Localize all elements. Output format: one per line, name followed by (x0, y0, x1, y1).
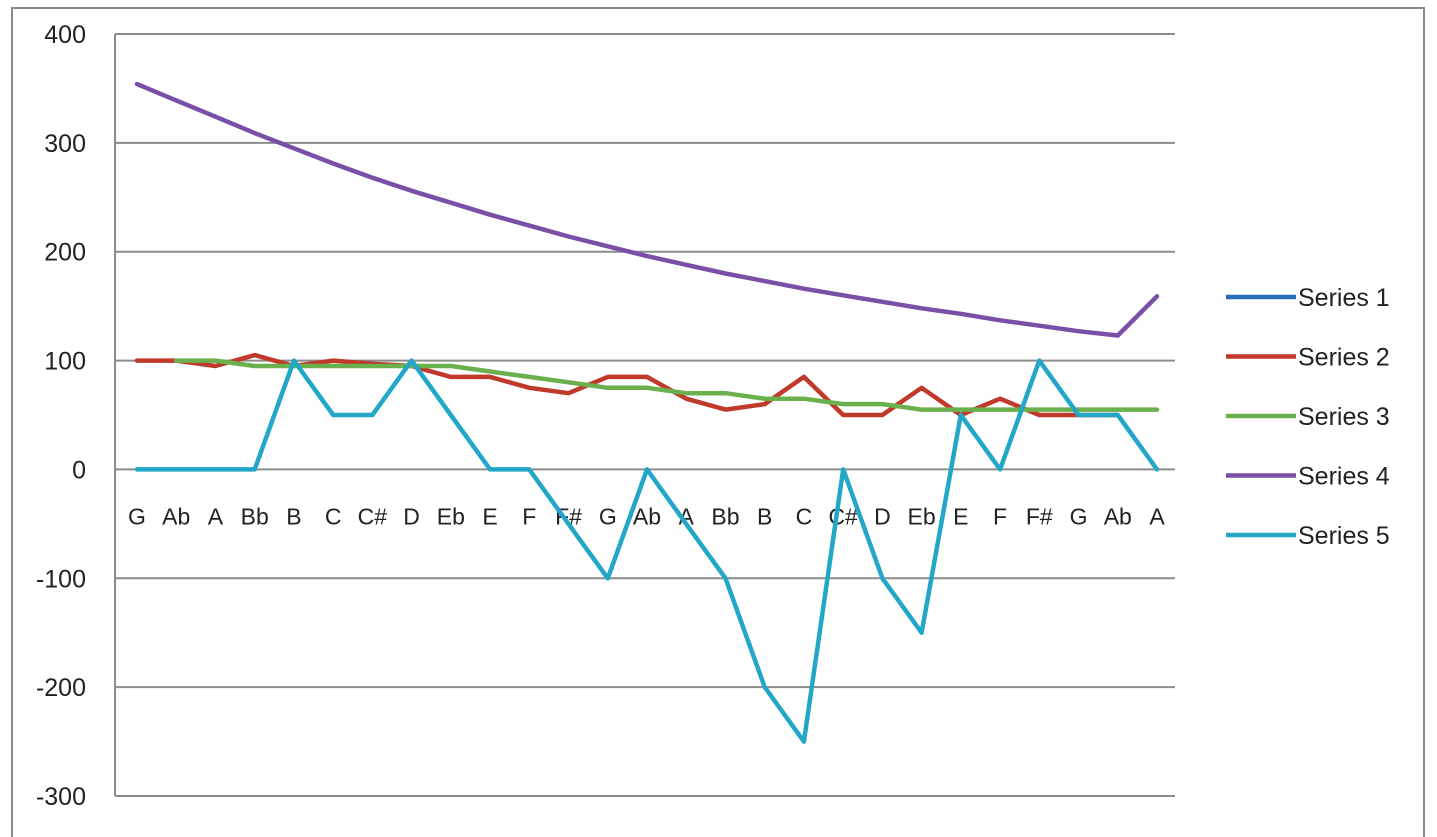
legend-label: Series 2 (1298, 344, 1390, 372)
y-tick-label: -100 (36, 565, 86, 593)
x-tick-label: C (796, 503, 813, 529)
series-line-4 (134, 81, 1160, 338)
x-tick-label: G (599, 503, 617, 529)
x-tick-label: C (325, 503, 342, 529)
series-lines (134, 81, 1160, 744)
chart-frame (11, 7, 1425, 837)
x-tick-label: E (953, 503, 968, 529)
x-tick-label: Ab (162, 503, 190, 529)
x-tick-label: Ab (633, 503, 661, 529)
legend-item-series-2: Series 2 (1226, 344, 1390, 372)
x-tick-label: A (208, 503, 224, 529)
x-tick-label: D (874, 503, 891, 529)
x-tick-label: E (482, 503, 497, 529)
x-tick-label: Bb (711, 503, 739, 529)
y-axis-ticks: 400 300 200 100 0 -100 -200 -300 (36, 21, 86, 811)
x-tick-label: Ab (1104, 503, 1132, 529)
legend-item-series-5: Series 5 (1226, 522, 1390, 550)
legend-label: Series 5 (1298, 522, 1390, 550)
y-tick-label: 300 (44, 130, 86, 158)
x-tick-label: B (757, 503, 772, 529)
legend-label: Series 3 (1298, 403, 1390, 431)
y-tick-label: 200 (44, 239, 86, 267)
x-tick-label: F (993, 503, 1007, 529)
legend-item-series-3: Series 3 (1226, 403, 1390, 431)
legend-label: Series 1 (1298, 284, 1390, 312)
y-tick-label: 400 (44, 21, 86, 49)
series-line-3 (173, 358, 1160, 412)
x-tick-label: C# (358, 503, 388, 529)
x-tick-label: F (522, 503, 536, 529)
x-tick-label: D (403, 503, 420, 529)
y-tick-label: -200 (36, 674, 86, 702)
y-tick-label: 0 (72, 456, 86, 484)
x-axis-ticks: G Ab A Bb B C C# D Eb E F F# G Ab A Bb B C C# D Eb E F F# G Ab A (128, 503, 1165, 529)
legend-item-series-4: Series 4 (1226, 463, 1390, 491)
legend-label: Series 4 (1298, 463, 1390, 491)
y-tick-label: -300 (36, 783, 86, 811)
x-tick-label: A (1149, 503, 1165, 529)
legend: Series 1 Series 2 Series 3 Series 4 Series 5 (1226, 284, 1390, 550)
x-tick-label: G (128, 503, 146, 529)
x-tick-label: B (286, 503, 301, 529)
y-tick-label: 100 (44, 348, 86, 376)
x-tick-label: G (1070, 503, 1088, 529)
x-tick-label: F# (1026, 503, 1053, 529)
x-tick-label: Eb (908, 503, 936, 529)
x-tick-label: A (679, 503, 695, 529)
x-tick-label: Eb (437, 503, 465, 529)
x-tick-label: Bb (241, 503, 269, 529)
series-line-5 (134, 358, 1160, 744)
legend-item-series-1: Series 1 (1226, 284, 1390, 312)
